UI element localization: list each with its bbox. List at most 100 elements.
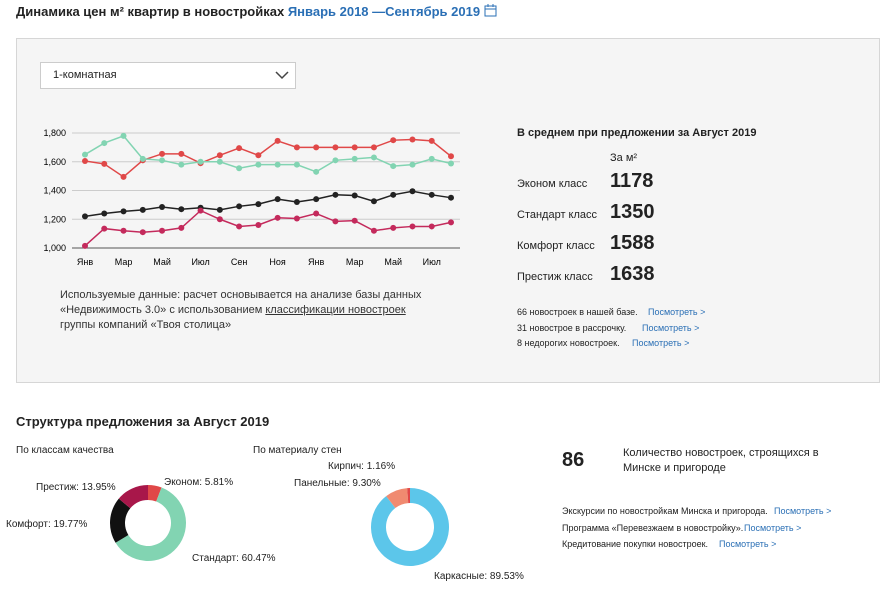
point	[101, 225, 108, 232]
point	[351, 217, 358, 224]
point	[448, 219, 454, 226]
link[interactable]: Посмотреть >	[632, 338, 690, 348]
link-text: 31 новострое в рассрочку.	[517, 322, 627, 333]
note-text: Используемые данные: расчет основывается…	[60, 289, 422, 316]
point	[370, 144, 377, 151]
link[interactable]: Посмотреть >	[719, 539, 777, 549]
pie-slice	[148, 485, 162, 502]
point	[159, 157, 166, 164]
calendar-icon[interactable]	[484, 4, 497, 17]
link[interactable]: Посмотреть >	[744, 522, 802, 533]
x-tick-label: Июл	[191, 257, 209, 267]
point	[428, 191, 435, 198]
point	[82, 151, 88, 158]
pie-label: Комфорт: 19.77%	[6, 518, 88, 530]
row-label: Престиж класс	[517, 271, 593, 283]
period[interactable]: Январь 2018 —Сентябрь 2019	[287, 4, 481, 19]
point	[197, 207, 204, 214]
x-tick-label: Мар	[346, 257, 364, 267]
point	[101, 160, 108, 167]
point	[351, 192, 358, 199]
y-tick-label: 1,000	[43, 243, 66, 253]
y-tick-label: 1,400	[43, 186, 66, 196]
header-title: Динамика цен м² квартир в новостройках	[16, 4, 285, 19]
link[interactable]: Посмотреть >	[648, 307, 706, 317]
count: 86	[562, 449, 585, 471]
point	[236, 223, 243, 230]
row-value: 1588	[610, 232, 655, 254]
point	[274, 137, 281, 144]
pie-label: Стандарт: 60.47%	[192, 553, 276, 564]
point	[255, 161, 262, 168]
pie-label: Престиж: 13.95%	[36, 482, 116, 493]
point	[197, 158, 204, 165]
header: Динамика цен м² квартир в новостройках Я…	[16, 4, 497, 19]
point	[120, 227, 127, 234]
point	[159, 227, 166, 234]
point	[236, 203, 243, 210]
point	[255, 222, 262, 228]
point	[332, 157, 339, 164]
point	[216, 158, 223, 165]
y-tick-label: 1,200	[43, 214, 66, 224]
point	[255, 152, 262, 159]
note-link[interactable]: классификации новостроек	[265, 304, 406, 316]
point	[293, 215, 300, 222]
select[interactable]: 1-комнатная	[40, 62, 296, 89]
point	[428, 223, 435, 230]
point	[448, 153, 454, 160]
point	[332, 191, 339, 198]
point	[255, 201, 262, 208]
chevron	[275, 71, 289, 80]
point	[236, 145, 243, 152]
link-text: 66 новостроек в нашей базе.	[517, 307, 638, 317]
point	[178, 206, 185, 213]
point	[120, 208, 127, 215]
pie-label: Кирпич: 1.16%	[328, 461, 395, 472]
pie-slice	[371, 488, 450, 567]
x-tick-label: Май	[384, 257, 402, 267]
point	[120, 173, 127, 180]
point	[370, 198, 377, 205]
link-text: Программа «Перевезжаем в новостройку».	[562, 522, 744, 533]
line	[84, 209, 452, 247]
point	[332, 218, 339, 225]
point	[274, 196, 281, 203]
unit: За м²	[610, 152, 638, 164]
point	[448, 194, 454, 201]
link-text: Экскурсии по новостройкам Минска и приго…	[562, 506, 768, 516]
point	[274, 161, 281, 168]
point	[428, 155, 435, 162]
point	[120, 132, 127, 139]
link-text: Кредитование покупки новостроек.	[562, 539, 709, 549]
row-value: 1638	[610, 263, 655, 285]
point	[390, 163, 397, 170]
point	[370, 154, 377, 161]
point	[390, 191, 397, 198]
x-tick-label: Ноя	[269, 257, 286, 267]
point	[82, 213, 88, 220]
pie-label: Эконом: 5.81%	[164, 477, 233, 488]
link[interactable]: Посмотреть >	[642, 322, 700, 333]
point	[448, 160, 454, 167]
x-tick-label: Мар	[115, 257, 133, 267]
summary-title: В среднем при предложении за Август 2019	[517, 127, 757, 139]
line	[84, 134, 452, 173]
point	[313, 196, 320, 203]
select-value: 1-комнатная	[53, 69, 117, 81]
link[interactable]: Посмотреть >	[774, 506, 832, 516]
point	[216, 216, 223, 223]
panel	[16, 38, 880, 383]
point	[313, 168, 320, 175]
point	[351, 144, 358, 151]
point	[139, 206, 146, 213]
point	[178, 150, 185, 157]
point	[139, 155, 146, 162]
point	[409, 223, 416, 230]
pie-slice	[110, 498, 131, 543]
note: Используемые данные: расчет основывается…	[60, 288, 440, 333]
point	[139, 229, 146, 236]
point	[293, 144, 300, 151]
line	[84, 190, 452, 218]
